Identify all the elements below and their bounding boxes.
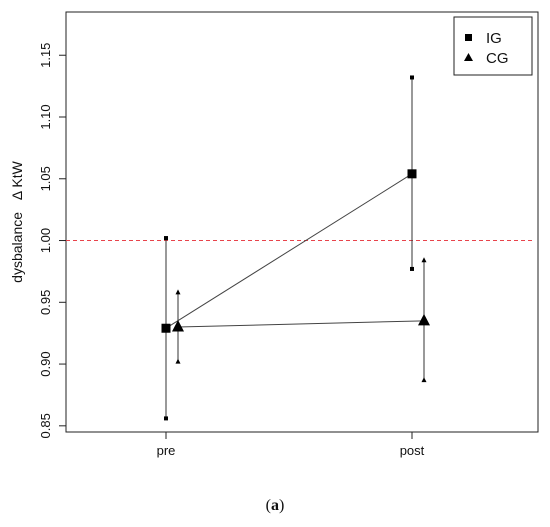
data-point-ig xyxy=(407,169,417,179)
x-tick-label: post xyxy=(400,443,425,458)
error-bars xyxy=(164,75,427,421)
legend-cg-label: CG xyxy=(486,50,509,67)
y-tick-label: 1.15 xyxy=(38,43,53,68)
series-lines xyxy=(165,173,425,329)
error-cap xyxy=(410,75,414,80)
legend-cg-marker xyxy=(464,53,473,61)
data-point-cg xyxy=(418,313,430,326)
legend: IG CG xyxy=(453,16,533,76)
figure-caption: (a) xyxy=(0,497,550,515)
legend-ig-label: IG xyxy=(486,30,502,47)
series-line-ig xyxy=(165,173,413,329)
y-tick-label: 1.05 xyxy=(38,166,53,191)
caption-open: ( xyxy=(265,497,271,514)
y-tick-label: 0.85 xyxy=(38,413,53,438)
markers xyxy=(161,169,430,333)
error-cap xyxy=(164,416,168,421)
data-point-ig xyxy=(161,323,171,333)
y-axis-title-delta: Δ KtW xyxy=(9,160,25,200)
caption-close: ) xyxy=(279,497,285,514)
error-cap xyxy=(175,358,181,364)
error-cap xyxy=(421,377,427,383)
error-cap xyxy=(175,289,181,295)
y-axis-title-main: dysbalance xyxy=(9,212,25,283)
y-tick-label: 1.00 xyxy=(38,228,53,253)
y-tick-label: 0.95 xyxy=(38,290,53,315)
error-cap xyxy=(410,266,414,271)
error-cap xyxy=(421,257,427,263)
data-point-cg xyxy=(172,320,184,332)
y-axis-title: dysbalance Δ KtW xyxy=(9,160,25,282)
caption-letter: a xyxy=(271,497,279,514)
y-tick-label: 0.90 xyxy=(38,351,53,376)
x-ticks: pre post xyxy=(157,432,425,458)
chart-svg: dysbalance Δ KtW 0.85 0.90 0.95 1.00 1.05 1.1… xyxy=(9,11,539,458)
x-tick-label: pre xyxy=(157,443,176,458)
error-cap xyxy=(164,236,168,241)
series-line-cg xyxy=(177,320,425,328)
legend-ig-marker xyxy=(465,34,472,41)
legend-box xyxy=(453,16,533,76)
y-tick-label: 1.10 xyxy=(38,104,53,129)
y-ticks: 0.85 0.90 0.95 1.00 1.05 1.10 1.15 xyxy=(38,43,66,438)
